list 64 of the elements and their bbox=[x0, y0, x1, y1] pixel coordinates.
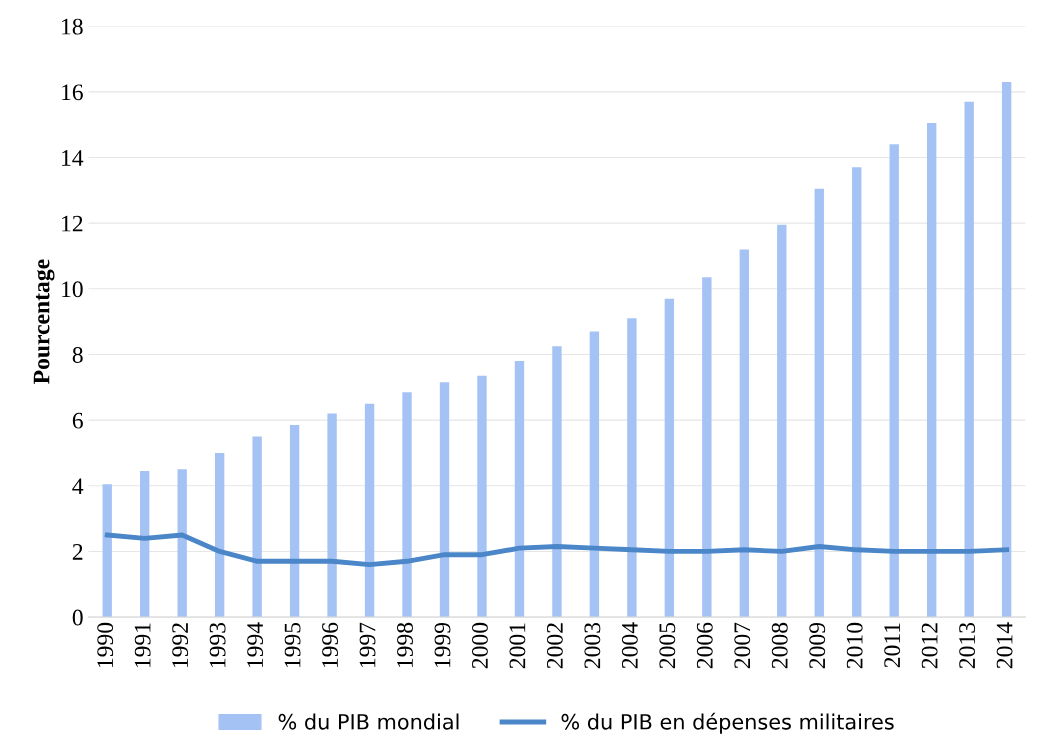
x-tick-label: 1993 bbox=[209, 622, 226, 668]
bar bbox=[852, 167, 862, 618]
y-tick-label: 6 bbox=[72, 412, 83, 429]
x-tick-label: 2005 bbox=[659, 622, 676, 669]
x-tick-label: 1994 bbox=[247, 622, 264, 668]
bar bbox=[702, 277, 712, 618]
y-tick-label: 8 bbox=[72, 346, 83, 363]
y-tick-label: 16 bbox=[62, 84, 83, 101]
x-tick-label: 2008 bbox=[771, 622, 788, 669]
bar bbox=[927, 123, 937, 618]
bar bbox=[777, 224, 787, 618]
x-tick-label: 2013 bbox=[959, 622, 976, 669]
bar bbox=[552, 346, 562, 618]
bar bbox=[589, 331, 600, 618]
x-tick-label: 2014 bbox=[996, 622, 1013, 669]
x-tick-label: 2003 bbox=[584, 622, 601, 669]
bar bbox=[327, 413, 337, 618]
bar bbox=[214, 452, 225, 618]
x-tick-label: 2007 bbox=[734, 622, 751, 669]
bar bbox=[439, 382, 450, 618]
x-tick-label: 2009 bbox=[809, 622, 826, 669]
bar bbox=[140, 471, 150, 618]
x-tick-label: 1991 bbox=[134, 623, 151, 668]
bar bbox=[102, 484, 112, 618]
bar bbox=[289, 425, 300, 618]
x-tick-label: 2002 bbox=[546, 623, 563, 669]
x-tick-label: 1997 bbox=[359, 622, 376, 668]
legend-label: % du PIB en dépenses militaires bbox=[561, 712, 894, 734]
x-tick-label: 2000 bbox=[471, 622, 488, 669]
line-series bbox=[104, 532, 1010, 567]
bar bbox=[402, 392, 412, 618]
bar bbox=[177, 469, 187, 618]
bar bbox=[889, 144, 899, 618]
y-tick-label: 10 bbox=[62, 281, 83, 298]
x-tick-label: 1999 bbox=[434, 622, 451, 668]
bar bbox=[364, 403, 375, 618]
y-tick-label: 2 bbox=[72, 544, 83, 560]
y-tick-label: 12 bbox=[62, 215, 83, 232]
bar bbox=[964, 101, 974, 618]
bar bbox=[252, 436, 262, 618]
x-tick-label: 1990 bbox=[97, 622, 114, 668]
x-tick-label: 2006 bbox=[696, 622, 713, 669]
bar bbox=[477, 375, 487, 618]
x-tick-label: 1996 bbox=[322, 622, 338, 668]
x-tick-label: 2012 bbox=[921, 623, 938, 669]
bar bbox=[664, 298, 675, 618]
y-tick-label: 14 bbox=[62, 150, 84, 166]
x-tick-label: 2001 bbox=[509, 623, 526, 669]
x-tick-label: 2011 bbox=[884, 623, 901, 668]
x-tick-label: 2010 bbox=[846, 622, 863, 669]
y-tick-label: 0 bbox=[72, 609, 83, 626]
x-tick-label: 1995 bbox=[284, 622, 301, 668]
legend-label: % du PIB mondial bbox=[278, 713, 459, 730]
bar bbox=[1001, 81, 1012, 618]
y-axis-title: Pourcentage bbox=[33, 259, 55, 384]
y-tick-label: 4 bbox=[72, 478, 84, 494]
bar bbox=[814, 188, 824, 618]
y-tick-label: 18 bbox=[62, 18, 83, 35]
bar bbox=[627, 318, 637, 618]
bar bbox=[514, 361, 525, 618]
x-tick-label: 1998 bbox=[397, 622, 413, 668]
x-tick-label: 1992 bbox=[172, 623, 189, 668]
bar bbox=[739, 249, 749, 618]
x-tick-label: 2004 bbox=[621, 622, 638, 669]
